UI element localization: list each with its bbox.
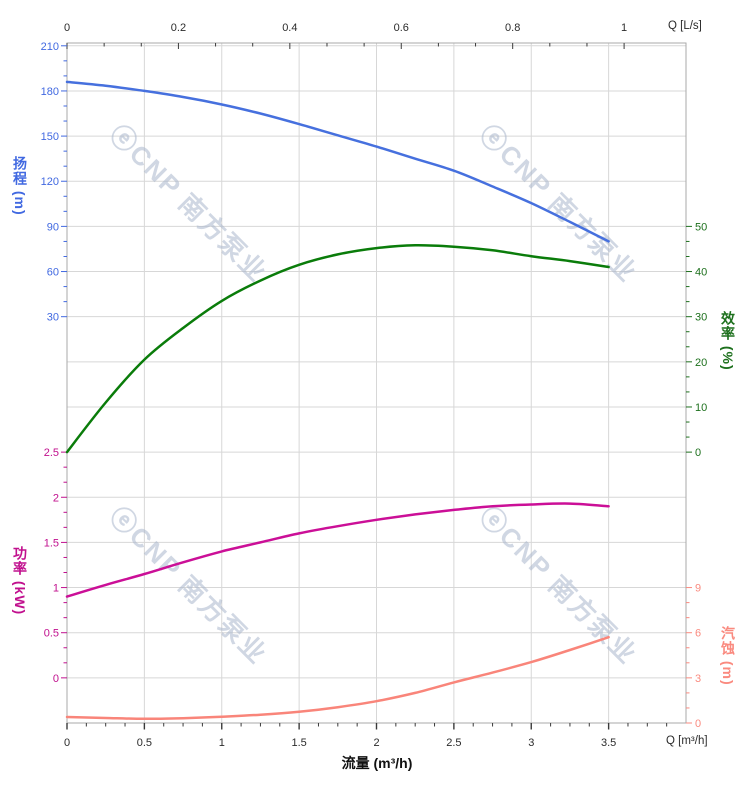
tick-label: 0	[53, 673, 59, 685]
tick-label: 1.5	[44, 537, 59, 549]
tick-label: 6	[695, 628, 701, 640]
tick-label: 0.8	[505, 22, 520, 34]
tick-label: 20	[695, 357, 707, 369]
tick-label: 120	[41, 176, 59, 188]
tick-label: 2.5	[44, 447, 59, 459]
npsh-curve	[65, 635, 610, 721]
watermark: ⓔCNP 南方泵业	[104, 501, 273, 670]
curves	[65, 80, 610, 721]
tick-label: 60	[47, 267, 59, 279]
tick-label: 0	[64, 737, 70, 749]
head-curve	[65, 80, 610, 243]
tick-label: 30	[47, 312, 59, 324]
tick-label: 1	[53, 583, 59, 595]
tick-label: 1.5	[291, 737, 306, 749]
gridlines	[67, 43, 686, 724]
tick-label: 30	[695, 312, 707, 324]
watermark: ⓔCNP 南方泵业	[474, 119, 643, 288]
tick-label: 90	[47, 221, 59, 233]
x-axis-title: 流量 (m³/h)	[341, 755, 413, 771]
axis-title-efficiency: 效率 (%)	[720, 311, 736, 371]
tick-label: 2.5	[446, 737, 461, 749]
bottom-axis-unit-label: Q [m³/h]	[666, 735, 708, 747]
tick-label: 1	[219, 737, 225, 749]
axis-title-npsh: 汽蚀 (m)	[720, 626, 736, 686]
top-axis-unit-label: Q [L/s]	[668, 20, 702, 32]
efficiency-curve	[65, 244, 610, 454]
tick-label: 0	[695, 447, 701, 459]
axis-ticks	[61, 43, 692, 730]
tick-label: 50	[695, 221, 707, 233]
tick-label: 0.2	[171, 22, 186, 34]
tick-label: 0.6	[394, 22, 409, 34]
axis-title-power: 功率 (kW)	[12, 546, 28, 616]
tick-label: 0.4	[282, 22, 297, 34]
tick-label: 2	[373, 737, 379, 749]
tick-label: 0	[64, 22, 70, 34]
tick-label: 40	[695, 267, 707, 279]
tick-label: 2	[53, 492, 59, 504]
tick-label: 0.5	[137, 737, 152, 749]
axis-tick-labels: 0 0.2 0.4 0.6 0.8 10 0.5 1 1.5 2 2.5 3 3.52101801501…	[41, 22, 708, 749]
tick-label: 3	[695, 673, 701, 685]
watermark: ⓔCNP 南方泵业	[474, 501, 643, 670]
tick-label: 3	[528, 737, 534, 749]
tick-label: 10	[695, 402, 707, 414]
power-curve	[65, 502, 610, 598]
tick-label: 180	[41, 86, 59, 98]
watermark: ⓔCNP 南方泵业	[104, 119, 273, 288]
tick-label: 210	[41, 41, 59, 53]
tick-label: 0.5	[44, 628, 59, 640]
tick-label: 150	[41, 131, 59, 143]
axis-title-head: 扬程 (m)	[12, 156, 28, 216]
tick-label: 9	[695, 583, 701, 595]
tick-label: 0	[695, 718, 701, 730]
tick-label: 3.5	[601, 737, 616, 749]
tick-label: 1	[621, 22, 627, 34]
